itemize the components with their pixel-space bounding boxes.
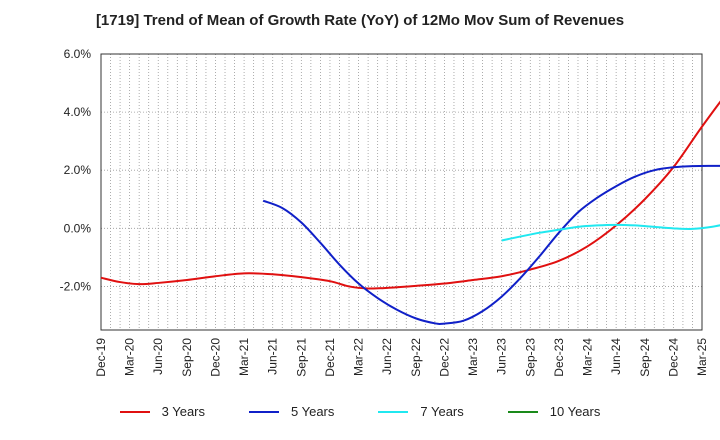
legend: 3 Years 5 Years 7 Years 10 Years: [0, 404, 720, 419]
x-tick-label: Jun-22: [380, 338, 394, 375]
x-tick-label: Dec-22: [437, 338, 451, 377]
legend-label-3-years: 3 Years: [162, 404, 205, 419]
x-tick-label: Sep-21: [294, 338, 308, 377]
x-tick-label: Sep-22: [409, 338, 423, 377]
x-tick-label: Mar-21: [237, 338, 251, 376]
x-tick-label: Sep-20: [180, 338, 194, 377]
x-tick-label: Dec-20: [208, 338, 222, 377]
x-tick-label: Mar-24: [581, 338, 595, 376]
x-tick-label: Sep-24: [638, 338, 652, 377]
x-tick-label: Mar-23: [466, 338, 480, 376]
x-tick-label: Jun-21: [266, 338, 280, 375]
x-tick-label: Jun-20: [151, 338, 165, 375]
y-tick-label: -2.0%: [60, 279, 92, 293]
x-tick-label: Dec-21: [323, 338, 337, 377]
x-tick-label: Dec-19: [94, 338, 108, 377]
y-tick-label: 6.0%: [64, 47, 92, 61]
y-tick-label: 0.0%: [64, 221, 92, 235]
legend-item-5-years: 5 Years: [249, 404, 334, 419]
legend-item-3-years: 3 Years: [120, 404, 205, 419]
y-tick-label: 4.0%: [64, 105, 92, 119]
x-tick-label: Dec-24: [666, 338, 680, 377]
x-tick-label: Jun-23: [495, 338, 509, 375]
x-tick-label: Mar-25: [695, 338, 709, 376]
legend-label-5-years: 5 Years: [291, 404, 334, 419]
legend-label-10-years: 10 Years: [550, 404, 601, 419]
x-tick-label: Dec-23: [552, 338, 566, 377]
x-tick-label: Mar-22: [352, 338, 366, 376]
x-tick-label: Sep-23: [523, 338, 537, 377]
legend-item-10-years: 10 Years: [508, 404, 601, 419]
series-line-5-years: [263, 166, 720, 324]
x-tick-label: Jun-24: [609, 338, 623, 375]
x-tick-label: Mar-20: [123, 338, 137, 376]
plot-area-frame: [101, 54, 702, 330]
y-tick-label: 2.0%: [64, 163, 92, 177]
legend-item-7-years: 7 Years: [378, 404, 463, 419]
legend-swatch-7-years: [378, 411, 408, 413]
series-line-7-years: [502, 223, 720, 240]
legend-swatch-5-years: [249, 411, 279, 413]
line-chart: 6.0% 4.0% 2.0% 0.0% -2.0% Dec-19 Mar-20 Jun-20 S…: [0, 0, 720, 440]
legend-label-7-years: 7 Years: [420, 404, 463, 419]
legend-swatch-3-years: [120, 411, 150, 413]
legend-swatch-10-years: [508, 411, 538, 413]
